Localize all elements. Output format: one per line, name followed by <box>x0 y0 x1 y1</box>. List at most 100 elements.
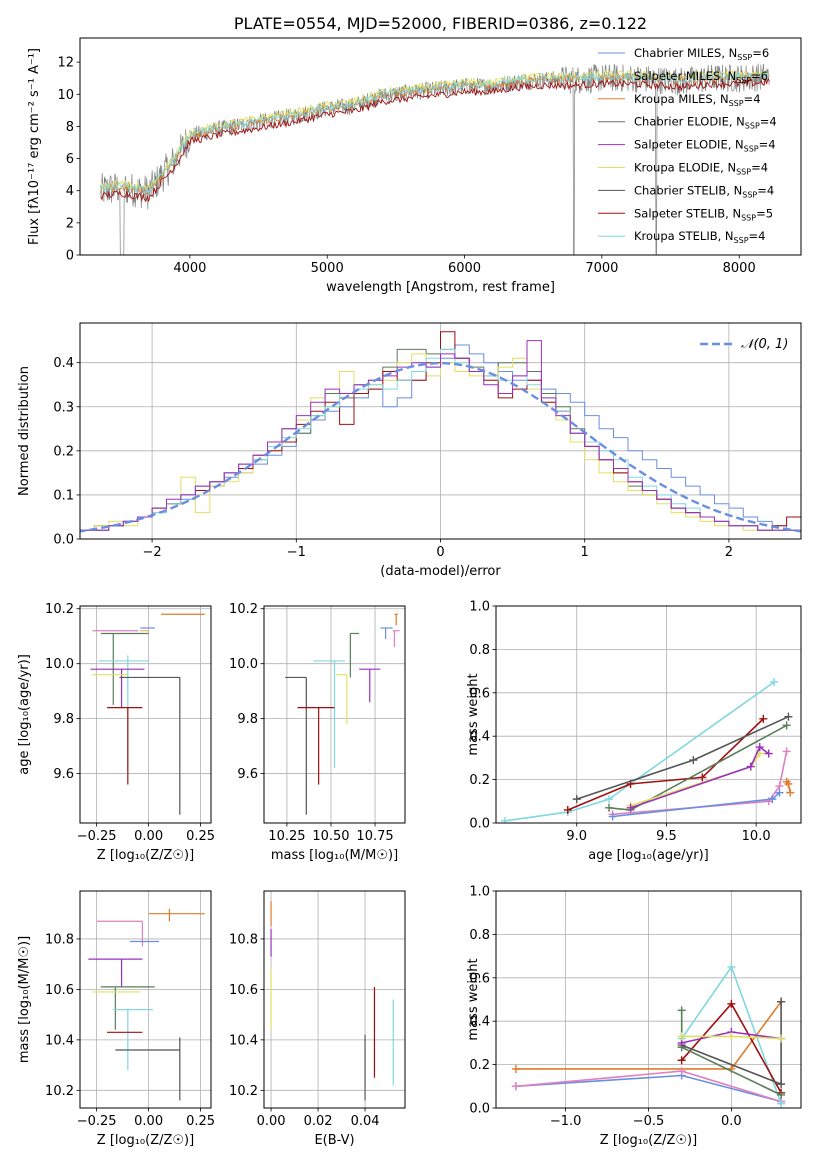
x-axis-label: wavelength [Angstrom, rest frame] <box>326 280 555 295</box>
y-tick-label: 10.8 <box>229 932 258 947</box>
x-tick-label: 0.25 <box>186 829 215 844</box>
legend-series-name: Salpeter MILES <box>634 69 720 83</box>
y-tick-label: 9.8 <box>53 712 74 727</box>
axes-frame <box>79 322 802 540</box>
y-tick-label: 0.2 <box>53 444 74 459</box>
plus-marker <box>605 803 614 812</box>
plus-marker <box>677 1056 686 1065</box>
legend-series-name: Kroupa STELIB <box>634 229 718 243</box>
y-tick-label: 0.6 <box>469 971 490 986</box>
y-tick-label: 0.3 <box>53 400 74 415</box>
gaussian-curve <box>80 361 801 533</box>
legend-series-name: Chabrier ELODIE <box>634 115 729 129</box>
x-axis-label: Z [log₁₀(Z/Z☉)] <box>600 1133 697 1148</box>
plot-area <box>511 962 786 1108</box>
legend-label: Salpeter MILES, NSSP=6 <box>634 69 768 85</box>
plus-marker <box>677 1032 686 1041</box>
y-tick-label: 10.0 <box>229 657 258 672</box>
legend-series-name: Salpeter STELIB <box>634 206 725 220</box>
series-line <box>630 752 769 807</box>
legend-label: Kroupa STELIB, NSSP=4 <box>634 229 766 245</box>
y-tick-label: 0.4 <box>469 730 490 745</box>
x-tick-label: −2 <box>143 545 162 560</box>
model-line <box>100 69 770 191</box>
legend-nssp: 4 <box>761 161 768 175</box>
y-tick-label: 10.4 <box>229 1033 258 1048</box>
plot-area <box>270 901 394 1101</box>
plus-marker <box>626 803 635 812</box>
legend-series-name: Salpeter ELODIE <box>634 138 728 152</box>
plus-marker <box>727 962 736 971</box>
y-tick-label: 9.6 <box>237 767 258 782</box>
x-axis-label: Z [log₁₀(Z/Z☉)] <box>97 1133 194 1148</box>
panel-weight_vs_age: 9.0 9.5 10.0 0.0 0.2 0.4 0.6 0.8 1.0 age [log₁₀(a… <box>466 600 802 863</box>
y-tick-label: 6 <box>66 152 74 167</box>
legend-suffix: , N <box>728 138 744 152</box>
plus-marker <box>511 1064 520 1073</box>
legend-label: Kroupa ELODIE, NSSP=4 <box>634 161 768 177</box>
plus-marker <box>777 1099 786 1108</box>
y-tick-label: 10.2 <box>229 1084 258 1099</box>
axes-frame <box>495 605 802 824</box>
plus-marker <box>759 714 768 723</box>
model-line <box>100 70 770 195</box>
x-tick-label: 0.00 <box>257 1114 286 1129</box>
plot-area <box>500 677 795 823</box>
plus-marker <box>770 677 779 686</box>
legend-equals: = <box>744 92 754 106</box>
legend-label: Chabrier MILES, NSSP=6 <box>634 46 769 62</box>
chart-title: PLATE=0554, MJD=52000, FIBERID=0386, z=0… <box>234 14 647 33</box>
plot-area <box>88 908 205 1101</box>
y-tick-label: 0.0 <box>469 1102 490 1117</box>
legend-suffix: , N <box>729 115 745 129</box>
legend-equals: = <box>757 183 767 197</box>
legend-nssp: 4 <box>758 229 765 243</box>
legend-equals: = <box>756 206 766 220</box>
legend-suffix: , N <box>713 92 729 106</box>
y-tick-label: 0.4 <box>469 1015 490 1030</box>
legend-suffix: , N <box>726 183 742 197</box>
y-tick-label: 0.2 <box>469 773 490 788</box>
plus-marker <box>777 1080 786 1089</box>
y-tick-label: 0.0 <box>469 817 490 832</box>
histogram-series <box>80 340 801 539</box>
plus-marker <box>689 756 698 765</box>
plus-marker <box>768 795 777 804</box>
legend-equals: = <box>749 229 759 243</box>
legend-equals: = <box>751 161 761 175</box>
legend-subscript: SSP <box>734 236 749 245</box>
axes-frame <box>263 605 406 824</box>
plus-marker <box>755 743 764 752</box>
x-tick-label: 9.0 <box>566 829 587 844</box>
panel-age_vs_Z: −0.25 0.00 0.25 9.6 9.8 10.0 10.2 Z [log₁₀(Z/Z☉… <box>17 602 215 863</box>
data-spectrum-line <box>100 63 770 255</box>
legend-equals: = <box>752 46 762 60</box>
axes-frame <box>263 890 406 1109</box>
y-axis-label: mass [log₁₀(M/M☉)] <box>17 936 32 1063</box>
plus-marker <box>777 1034 786 1043</box>
plus-marker <box>782 747 791 756</box>
x-tick-label: 0.0 <box>721 1114 742 1129</box>
x-tick-label: −1 <box>287 545 306 560</box>
legend-suffix: , N <box>725 206 741 220</box>
plot-area <box>100 63 770 255</box>
y-tick-label: 0.0 <box>53 533 74 548</box>
y-tick-label: 9.6 <box>53 767 74 782</box>
model-line <box>100 77 770 202</box>
y-tick-label: 4 <box>66 184 74 199</box>
axes-frame <box>79 890 212 1109</box>
legend-label: Kroupa MILES, NSSP=4 <box>634 92 761 108</box>
legend-subscript: SSP <box>729 99 744 108</box>
y-tick-label: 10.0 <box>45 657 74 672</box>
x-tick-label: 9.5 <box>656 829 677 844</box>
y-tick-label: 1.0 <box>469 600 490 615</box>
legend-nssp: 4 <box>753 92 760 106</box>
plus-marker <box>677 1006 686 1015</box>
legend-subscript: SSP <box>736 168 751 177</box>
x-tick-label: 0 <box>436 545 444 560</box>
legend-subscript: SSP <box>737 53 752 62</box>
series-line <box>608 724 787 811</box>
plus-marker <box>727 999 736 1008</box>
